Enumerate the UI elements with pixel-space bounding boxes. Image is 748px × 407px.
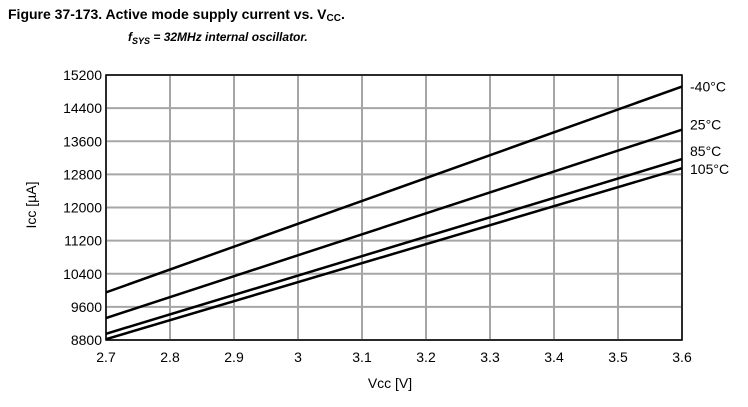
series-line [105,85,683,294]
y-tick-label: 10400 [63,266,102,282]
series-label: 105°C [690,161,729,177]
y-tick-label: 12800 [63,166,102,182]
x-tick-label: 2.9 [224,349,244,365]
x-axis-label: Vcc [V] [368,375,412,391]
x-tick-label: 3.6 [672,349,692,365]
figure-subtitle: fSYS = 32MHz internal oscillator. [128,30,308,46]
y-tick-label: 13600 [63,133,102,149]
series-line [105,166,683,341]
y-tick-label: 9600 [71,299,102,315]
x-tick-label: 3.2 [416,349,436,365]
x-tick-label: 3.5 [608,349,628,365]
series-label: 25°C [690,117,721,133]
x-tick-label: 2.7 [96,349,116,365]
y-tick-label: 11200 [64,233,102,249]
x-tick-label: 3.3 [480,349,500,365]
y-tick-label: 8800 [71,332,102,348]
series-label: -40°C [690,79,726,95]
x-tick-label: 3 [294,349,302,365]
x-tick-label: 3.1 [352,349,372,365]
figure-title: Figure 37-173. Active mode supply curren… [8,6,345,24]
y-tick-label: 15200 [63,67,102,83]
y-axis-label: Icc [µA] [23,182,39,229]
y-tick-label: 14400 [63,100,102,116]
x-tick-label: 2.8 [160,349,180,365]
series-line [105,157,683,335]
plot-frame [105,74,683,341]
x-tick-label: 3.4 [544,349,564,365]
series-label: 85°C [690,143,721,159]
series-line [105,128,683,320]
y-tick-label: 12000 [63,200,102,216]
